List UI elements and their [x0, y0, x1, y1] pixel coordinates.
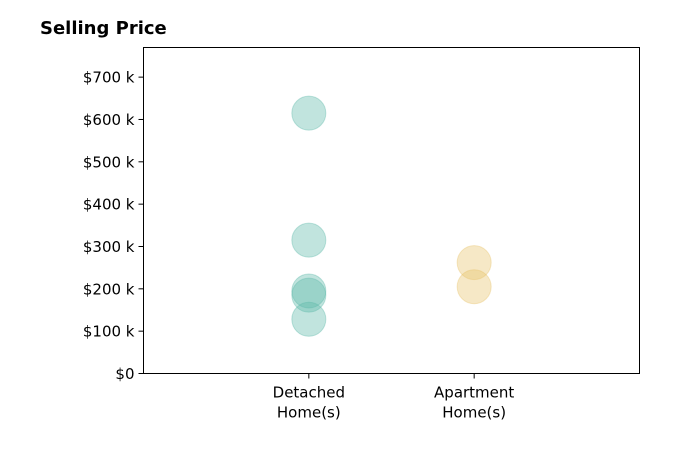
y-tick-label: $0 [115, 365, 134, 383]
data-point [291, 222, 327, 258]
x-tick-label: Detached Home(s) [273, 384, 345, 422]
y-tick-label: $600 k [83, 111, 135, 129]
data-point [456, 245, 492, 281]
chart-title: Selling Price [40, 18, 167, 39]
y-tick-label: $300 k [83, 238, 135, 256]
y-tick-label: $700 k [83, 69, 135, 87]
data-point [291, 273, 327, 309]
y-tick-label: $100 k [83, 323, 135, 341]
x-tick-label: Apartment Home(s) [434, 384, 514, 422]
data-point [456, 269, 492, 305]
x-axis: Detached Home(s) Apartment Home(s) [273, 373, 514, 422]
data-points [291, 95, 492, 337]
data-point [291, 277, 327, 313]
y-tick-label: $500 k [83, 153, 135, 171]
plot-frame [143, 47, 640, 374]
data-point [291, 301, 327, 337]
y-axis: $0 $100 k $200 k $300 k $400 k $500 k $600 k $7… [83, 69, 144, 383]
y-tick-label: $200 k [83, 280, 135, 298]
y-tick-label: $400 k [83, 196, 135, 214]
data-point [291, 95, 327, 131]
